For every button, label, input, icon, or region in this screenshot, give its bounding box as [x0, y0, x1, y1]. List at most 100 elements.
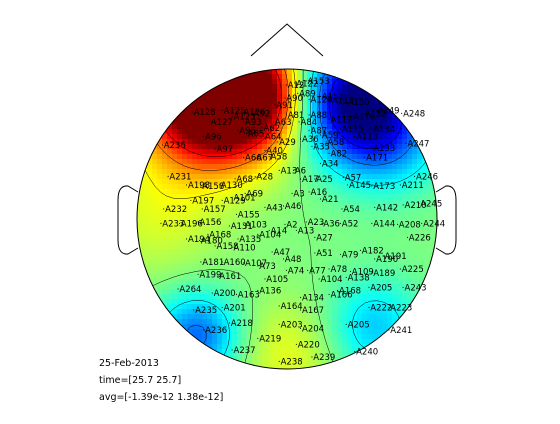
heatmap-cell	[362, 189, 368, 195]
heatmap-cell	[212, 179, 218, 185]
heatmap-cell	[267, 299, 273, 305]
heatmap-cell	[367, 249, 373, 255]
heatmap-cell	[327, 184, 333, 190]
heatmap-cell	[412, 149, 418, 155]
heatmap-cell	[362, 144, 368, 150]
heatmap-cell	[417, 179, 423, 185]
heatmap-cell	[177, 319, 183, 325]
heatmap-cell	[192, 194, 198, 200]
heatmap-cell	[362, 104, 368, 110]
channel-label: ·A97	[214, 145, 233, 155]
heatmap-cell	[352, 334, 358, 340]
heatmap-cell	[307, 174, 313, 180]
heatmap-cell	[362, 124, 368, 130]
heatmap-cell	[227, 184, 233, 190]
heatmap-cell	[287, 299, 293, 305]
heatmap-cell	[272, 84, 278, 90]
heatmap-cell	[277, 279, 283, 285]
heatmap-cell	[352, 104, 358, 110]
channel-label: ·A74	[285, 266, 304, 276]
heatmap-cell	[172, 169, 178, 175]
heatmap-cell	[212, 104, 218, 110]
heatmap-cell	[192, 104, 198, 110]
heatmap-cell	[187, 139, 193, 145]
heatmap-cell	[252, 74, 258, 80]
heatmap-cell	[287, 334, 293, 340]
heatmap-cell	[272, 169, 278, 175]
channel-label: ·A239	[311, 353, 336, 363]
heatmap-cell	[272, 104, 278, 110]
heatmap-cell	[197, 89, 203, 95]
heatmap-cell	[197, 234, 203, 240]
heatmap-cell	[192, 254, 198, 260]
heatmap-cell	[332, 349, 338, 355]
heatmap-cell	[377, 104, 383, 110]
heatmap-cell	[337, 154, 343, 160]
heatmap-cell	[352, 154, 358, 160]
heatmap-cell	[322, 219, 328, 225]
heatmap-cell	[197, 209, 203, 215]
heatmap-cell	[342, 84, 348, 90]
heatmap-cell	[302, 344, 308, 350]
heatmap-cell	[382, 289, 388, 295]
heatmap-cell	[432, 224, 437, 230]
heatmap-cell	[182, 264, 188, 270]
heatmap-cell	[392, 114, 398, 120]
heatmap-cell	[207, 264, 213, 270]
heatmap-cell	[262, 154, 268, 160]
heatmap-cell	[412, 279, 418, 285]
heatmap-cell	[217, 219, 223, 225]
heatmap-cell	[272, 249, 278, 255]
heatmap-cell	[387, 264, 393, 270]
heatmap-cell	[337, 174, 343, 180]
heatmap-cell	[272, 279, 278, 285]
heatmap-cell	[192, 139, 198, 145]
heatmap-cell	[327, 334, 333, 340]
heatmap-cell	[372, 299, 378, 305]
heatmap-cell	[382, 104, 388, 110]
heatmap-cell	[242, 344, 248, 350]
heatmap-cell	[377, 219, 383, 225]
heatmap-cell	[252, 294, 258, 300]
heatmap-cell	[392, 159, 398, 165]
heatmap-cell	[202, 219, 208, 225]
heatmap-cell	[347, 319, 353, 325]
heatmap-cell	[382, 159, 388, 165]
heatmap-cell	[342, 319, 348, 325]
heatmap-cell	[352, 269, 358, 275]
heatmap-cell	[257, 329, 263, 335]
heatmap-cell	[157, 219, 163, 225]
heatmap-cell	[367, 149, 373, 155]
heatmap-cell	[317, 134, 323, 140]
heatmap-cell	[277, 314, 283, 320]
heatmap-cell	[342, 129, 348, 135]
heatmap-cell	[162, 309, 168, 315]
heatmap-cell	[407, 164, 413, 170]
heatmap-cell	[267, 139, 273, 145]
heatmap-cell	[287, 219, 293, 225]
heatmap-cell	[252, 274, 258, 280]
heatmap-cell	[367, 139, 373, 145]
heatmap-cell	[382, 134, 388, 140]
heatmap-cell	[327, 224, 333, 230]
heatmap-cell	[322, 284, 328, 290]
heatmap-cell	[217, 274, 223, 280]
heatmap-cell	[167, 274, 173, 280]
heatmap-cell	[307, 189, 313, 195]
heatmap-cell	[207, 269, 213, 275]
heatmap-cell	[227, 309, 233, 315]
heatmap-cell	[262, 269, 268, 275]
heatmap-cell	[332, 329, 338, 335]
channel-label: ·A220	[295, 340, 320, 350]
heatmap-cell	[312, 309, 318, 315]
heatmap-cell	[387, 119, 393, 125]
heatmap-cell	[242, 294, 248, 300]
heatmap-cell	[167, 184, 173, 190]
heatmap-cell	[377, 114, 383, 120]
heatmap-cell	[412, 234, 418, 240]
heatmap-cell	[352, 149, 358, 155]
heatmap-cell	[337, 284, 343, 290]
heatmap-cell	[267, 324, 273, 330]
heatmap-cell	[302, 319, 308, 325]
heatmap-cell	[392, 169, 398, 175]
